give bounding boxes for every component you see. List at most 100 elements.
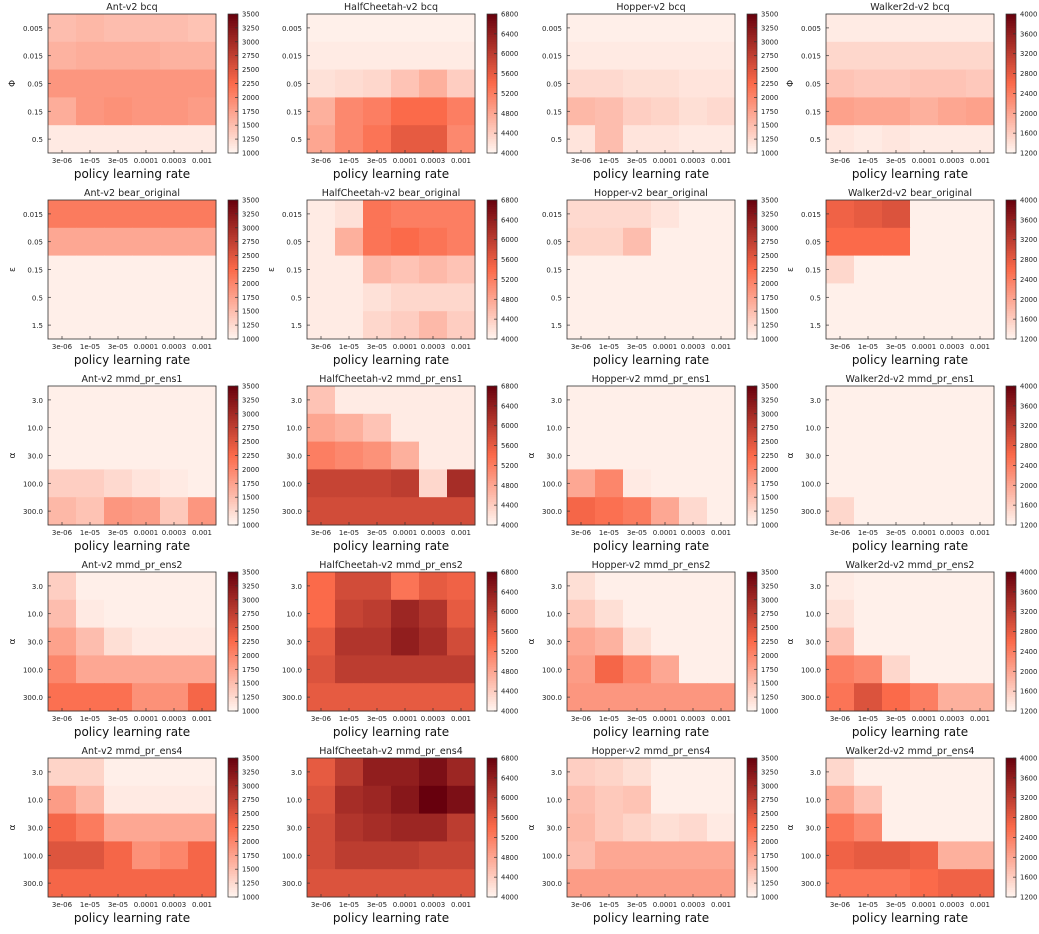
heatmap-cell <box>567 125 596 154</box>
colorbar-segment <box>228 797 238 801</box>
colorbar-segment <box>1006 588 1016 592</box>
heatmap-cell <box>447 785 476 815</box>
colorbar-segment <box>228 432 238 436</box>
heatmap-cell <box>882 469 911 498</box>
colorbar-segment <box>228 399 238 403</box>
colorbar-segment <box>1006 767 1016 771</box>
colorbar-segment <box>747 878 757 882</box>
y-tick-label: 300.0 <box>542 694 562 702</box>
colorbar-segment <box>487 397 497 401</box>
colorbar-tick-label: 2750 <box>242 52 259 60</box>
colorbar-segment <box>747 852 757 856</box>
colorbar-segment <box>747 395 757 399</box>
y-tick-label: 100.0 <box>23 852 43 860</box>
colorbar-segment <box>487 648 497 652</box>
colorbar-segment <box>747 386 757 389</box>
colorbar-segment <box>228 802 238 805</box>
x-axis-label: policy learning rate <box>74 725 190 739</box>
colorbar-segment <box>1006 143 1016 147</box>
colorbar-segment <box>228 62 238 66</box>
colorbar-tick-label: 2800 <box>1020 814 1037 822</box>
heatmap-cell <box>76 497 105 526</box>
colorbar-segment <box>1006 334 1016 338</box>
heatmap-cell <box>335 255 364 284</box>
heatmap-cell <box>48 125 77 154</box>
colorbar-segment <box>1006 513 1016 517</box>
heatmap-cell <box>938 386 967 415</box>
colorbar-tick-label: 2500 <box>242 66 259 74</box>
colorbar-segment <box>747 871 757 875</box>
colorbar-segment <box>1006 399 1016 403</box>
heatmap-cell <box>363 599 392 629</box>
colorbar-segment <box>1006 234 1016 238</box>
y-tick-label: 0.05 <box>546 81 562 89</box>
colorbar-segment <box>228 325 238 329</box>
colorbar-segment <box>487 699 497 703</box>
heatmap-cell <box>76 841 105 870</box>
heatmap-cell <box>854 41 883 71</box>
colorbar-segment <box>1006 804 1016 808</box>
colorbar-segment <box>228 625 238 629</box>
x-tick-label: 0.0003 <box>681 529 706 537</box>
colorbar-segment <box>1006 685 1016 689</box>
colorbar-segment <box>747 769 757 773</box>
colorbar-segment <box>747 262 757 266</box>
colorbar-tick-label: 2250 <box>761 452 778 460</box>
heatmap-cell <box>104 97 133 126</box>
heatmap-cell <box>188 255 217 284</box>
colorbar-segment <box>228 213 238 217</box>
colorbar-segment <box>747 578 757 582</box>
heatmap-cell <box>826 572 855 601</box>
colorbar-tick-label: 5600 <box>501 442 518 450</box>
colorbar-segment <box>1006 627 1016 631</box>
heatmap-cell <box>707 841 736 870</box>
heatmap-cell <box>910 599 939 629</box>
heatmap-cell <box>48 785 77 815</box>
heatmap-cell <box>307 572 336 601</box>
heatmap-cell <box>48 441 77 470</box>
colorbar-segment <box>228 329 238 333</box>
colorbar-tick-label: 3600 <box>1020 774 1037 782</box>
colorbar-segment <box>747 706 757 710</box>
colorbar-segment <box>1006 253 1016 257</box>
heatmap-panel: Hopper-v2 mmd_pr_ens13.010.030.0100.0300… <box>527 374 778 553</box>
colorbar-segment <box>487 680 497 684</box>
colorbar-segment <box>228 616 238 619</box>
colorbar-segment <box>1006 834 1016 838</box>
colorbar-segment <box>487 322 497 326</box>
heatmap-cell <box>335 683 364 712</box>
heatmap-cell <box>882 125 911 154</box>
colorbar-tick-label: 5200 <box>501 462 518 470</box>
colorbar-segment <box>228 781 238 785</box>
colorbar-segment <box>747 74 757 78</box>
colorbar-segment <box>487 253 497 257</box>
colorbar-segment <box>747 822 757 826</box>
colorbar-segment <box>747 150 757 154</box>
colorbar-tick-label: 1250 <box>242 694 259 702</box>
colorbar-tick-label: 1250 <box>242 136 259 144</box>
colorbar-segment <box>1006 602 1016 606</box>
colorbar-segment <box>487 829 497 833</box>
heatmap-cell <box>104 758 133 787</box>
colorbar-segment <box>1006 311 1016 315</box>
colorbar-segment <box>228 53 238 57</box>
heatmap-cell <box>391 283 420 312</box>
colorbar-segment <box>1006 497 1016 501</box>
colorbar-segment <box>228 808 238 812</box>
heatmap-cell <box>826 655 855 684</box>
y-tick-label: 300.0 <box>801 694 821 702</box>
y-tick-label: 300.0 <box>23 508 43 516</box>
x-tick-label: 1e-05 <box>339 343 359 351</box>
heatmap-cell <box>335 41 364 71</box>
heatmap-cell <box>910 413 939 443</box>
y-tick-label: 3.0 <box>291 583 302 591</box>
colorbar-segment <box>1006 278 1016 282</box>
heatmap-cell <box>567 655 596 684</box>
colorbar-segment <box>487 122 497 126</box>
colorbar-segment <box>1006 790 1016 794</box>
colorbar-tick-label: 4000 <box>1020 569 1037 577</box>
colorbar-tick-label: 1750 <box>242 294 259 302</box>
heatmap-cell <box>966 441 995 470</box>
colorbar-segment <box>228 132 238 136</box>
colorbar-segment <box>1006 762 1016 766</box>
